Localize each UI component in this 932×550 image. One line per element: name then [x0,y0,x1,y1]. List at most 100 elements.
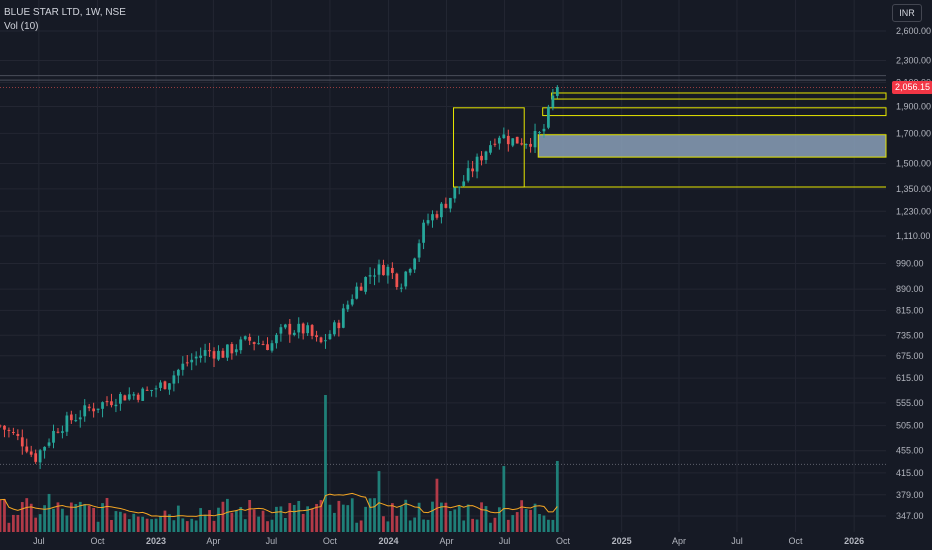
candle-body [288,323,292,335]
candle-body [319,337,323,343]
volume-bar [288,503,292,532]
candlestick-series [0,85,559,469]
volume-bar [368,498,372,532]
symbol-title: BLUE STAR LTD, 1W, NSE [4,7,126,18]
candle-body [105,401,109,403]
candle-body [252,342,256,344]
support-zones [453,92,887,188]
candle-body [506,135,510,145]
candle-body [529,143,532,147]
candle-body [208,350,211,352]
currency-button[interactable]: INR [892,4,922,22]
x-tick-label: Oct [90,536,105,546]
candle-body [101,402,104,409]
volume-bar [176,505,180,532]
y-tick-label: 615.00 [896,373,924,383]
x-tick-label: Apr [439,536,453,546]
candle-body [83,405,87,417]
candle-body [399,287,403,289]
volume-bar [475,519,479,532]
candle-body [270,343,274,351]
volume-bar [292,504,296,532]
candle-body [234,349,238,353]
candle-body [34,453,38,462]
volume-bar [266,521,269,532]
candle-body [448,197,452,209]
volume-bar [283,517,287,532]
zone-box [551,92,887,100]
volume-bar [168,514,171,532]
candle-body [150,389,153,391]
candle-body [310,325,314,336]
price-axis[interactable]: 2,600.002,300.002,100.001,900.001,700.00… [896,26,931,521]
y-tick-label: 890.00 [896,284,924,294]
volume-bar [69,502,73,532]
volume-bars [0,395,559,532]
y-tick-label: 1,700.00 [896,128,931,138]
y-tick-label: 1,900.00 [896,102,931,112]
volume-bar [466,504,470,532]
volume-bar [221,501,225,532]
time-axis[interactable]: Jul Oct 2023 Apr Jul Oct 2024 Apr Jul Oct 2025 Apr J… [33,536,864,546]
candle-body [172,375,176,384]
grid-lines [0,0,886,532]
volume-bar [190,518,194,532]
candle-body [408,269,412,273]
candle-body [3,425,6,430]
y-tick-label: 1,110.00 [896,231,930,241]
volume-bar [333,512,336,532]
volume-bar [43,505,46,532]
candle-body [92,408,96,412]
volume-bar [471,518,475,532]
volume-bar [172,520,176,532]
volume-bar [448,511,452,532]
volume-bar [38,514,42,532]
candle-body [221,350,225,358]
x-tick-label: Jul [731,536,743,546]
volume-bar [484,506,488,532]
volume-bar [261,510,265,532]
candle-body [355,286,359,299]
candle-body [61,431,64,433]
volume-bar [101,503,104,532]
volume-bar [110,519,113,532]
candle-body [29,451,33,455]
candle-body [382,264,385,276]
volume-bar [252,509,256,532]
volume-bar [538,514,541,532]
candle-body [261,343,265,345]
volume-bar [270,519,274,532]
candle-body [25,446,29,452]
candle-body [181,363,185,370]
volume-legend: Vol (10) [4,21,39,32]
x-tick-label: Jul [33,536,45,546]
volume-bar [159,515,162,532]
volume-bar [150,519,153,532]
volume-bar [92,507,96,532]
candle-body [176,369,180,376]
volume-bar [555,460,559,532]
candle-body [395,273,399,287]
candle-body [489,145,492,153]
volume-bar [163,510,167,532]
volume-bar [341,504,345,532]
volume-bar [364,506,367,532]
volume-bar [194,520,198,532]
candle-body [292,332,296,335]
volume-bar [453,509,457,532]
candle-body [324,340,327,342]
chart-legend: BLUE STAR LTD, 1W, NSE Vol (10) [4,6,126,34]
candle-body [364,277,367,292]
candle-body [484,151,488,160]
volume-bar [132,513,136,532]
candle-body [7,429,11,431]
volume-bar [551,519,555,532]
volume-bar [310,508,314,532]
volume-bar [217,507,220,532]
candle-body [333,322,336,335]
candle-body [159,382,162,388]
y-tick-label: 735.00 [896,330,924,340]
volume-bar [301,513,305,532]
candle-body [422,222,425,243]
